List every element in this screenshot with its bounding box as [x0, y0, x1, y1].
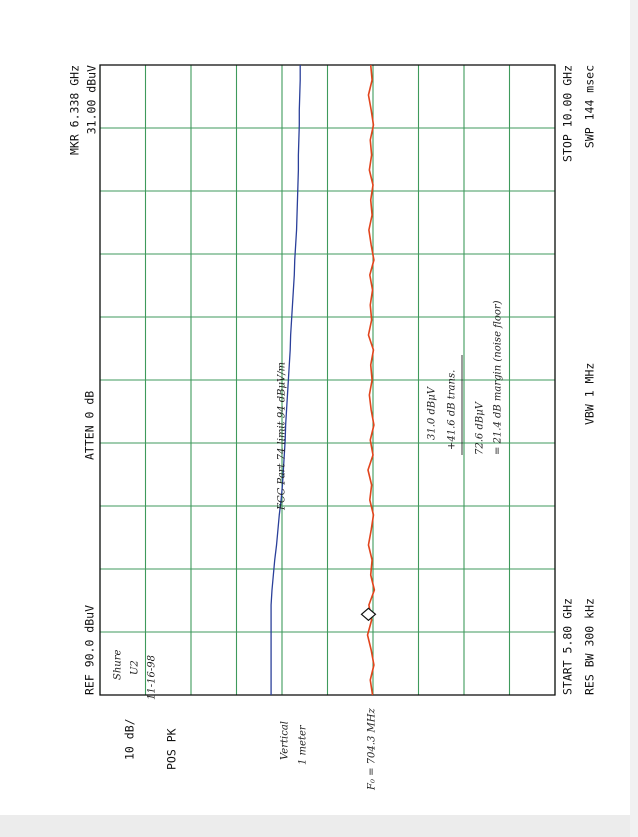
handwritten-note: 11-16-98: [147, 655, 158, 700]
instrument-label: 31.00 dBuV: [85, 65, 99, 134]
instrument-label: ATTEN 0 dB: [83, 391, 97, 460]
marker: [360, 607, 377, 622]
instrument-label: MKR 6.338 GHz: [68, 65, 82, 155]
handwritten-note: Vertical: [280, 721, 291, 760]
plot-frame: [99, 64, 556, 696]
rotated-plot: REF 90.0 dBuV 10 dB/POS PK ATTEN 0 dB MKR 6…: [68, 64, 597, 791]
instrument-label: POS PK: [165, 728, 179, 770]
scanner-edge: [0, 815, 638, 837]
instrument-label: RES BW 300 kHz: [583, 598, 597, 695]
instrument-label: SWP 144 msec: [583, 65, 597, 148]
handwritten-note: FCC Part 74 limit 94 dBμV/m: [277, 362, 288, 511]
trace: [366, 64, 376, 696]
instrument-label: VBW 1 MHz: [583, 363, 597, 425]
handwritten-note: F₀ = 704.3 MHz: [367, 708, 378, 791]
scanner-edge: [630, 0, 638, 837]
handwritten-note: = 21.4 dB margin (noise floor): [493, 300, 504, 455]
trace: [270, 65, 301, 695]
handwritten-note: Shure: [113, 649, 124, 680]
handwritten-note: 1 meter: [298, 724, 309, 765]
instrument-label: STOP 10.00 GHz: [561, 65, 575, 162]
handwritten-note: U2: [130, 660, 141, 675]
handwritten-note: 72.6 dBμV: [475, 400, 486, 455]
instrument-label: 10 dB/: [123, 718, 137, 760]
handwritten-note: +41.6 dB trans.: [447, 370, 458, 450]
instrument-label: REF 90.0 dBuV: [83, 605, 97, 695]
handwritten-note: 31.0 dBμV: [427, 385, 438, 440]
instrument-label: START 5.80 GHz: [561, 598, 575, 695]
